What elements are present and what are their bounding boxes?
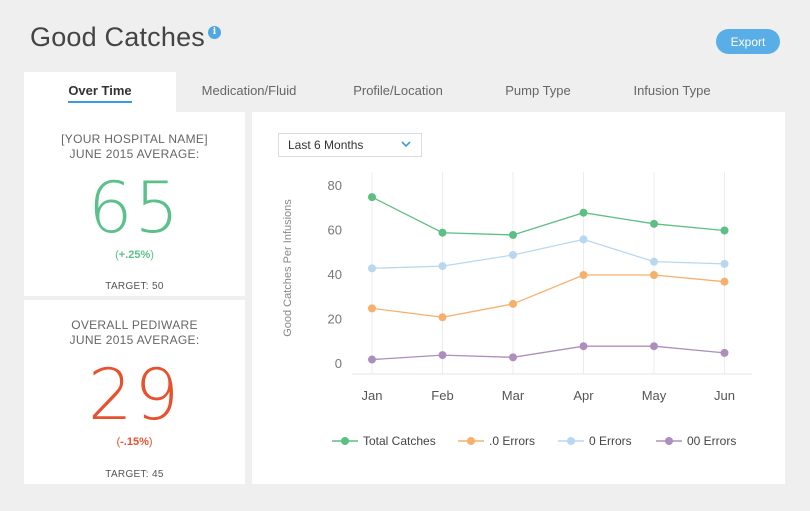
tab-label: Over Time — [68, 83, 132, 103]
hospital-target: TARGET: 50 — [105, 281, 164, 292]
hospital-average-card: [YOUR HOSPITAL NAME] JUNE 2015 AVERAGE: … — [24, 112, 245, 296]
series-line — [371, 345, 725, 361]
data-point — [720, 348, 729, 357]
time-range-value: Last 6 Months — [288, 138, 364, 152]
y-tick-label: 40 — [328, 267, 342, 282]
data-point — [438, 262, 447, 271]
export-button[interactable]: Export — [716, 29, 780, 54]
y-tick-label: 0 — [335, 356, 342, 371]
tab-label: Medication/Fluid — [201, 83, 297, 98]
legend-swatch-dot — [665, 437, 673, 445]
data-point — [720, 226, 729, 235]
chart-card: Last 6 Months 0 20 40 60 80 Jan Feb Mar Apr May Ju… — [252, 112, 785, 484]
legend-label: Total Catches — [363, 434, 436, 448]
info-icon[interactable]: i — [208, 26, 221, 39]
data-point — [368, 355, 376, 364]
overall-target: TARGET: 45 — [105, 469, 164, 480]
data-point — [579, 271, 588, 279]
legend-label: .0 Errors — [489, 434, 535, 448]
tab-bar: Over Time Medication/Fluid Profile/Locat… — [24, 72, 781, 112]
tab-profile-location[interactable]: Profile/Location — [322, 72, 474, 112]
data-point — [509, 353, 517, 362]
tab-label: Pump Type — [505, 83, 571, 98]
data-point — [650, 342, 658, 351]
data-point — [650, 257, 658, 266]
legend-swatch-dot — [567, 437, 575, 445]
line-chart: 0 20 40 60 80 Jan Feb Mar Apr May Jun Good Catches … — [282, 172, 752, 448]
overall-average-value: 29 — [87, 354, 182, 436]
data-point — [650, 271, 658, 279]
series-line — [371, 196, 725, 236]
series-line — [371, 274, 725, 318]
x-tick-label: Jan — [362, 388, 383, 403]
tab-label: Profile/Location — [353, 83, 443, 98]
data-point — [509, 250, 517, 259]
x-tick-label: Feb — [431, 388, 453, 403]
tab-medication-fluid[interactable]: Medication/Fluid — [176, 72, 322, 112]
chevron-down-icon — [401, 141, 411, 148]
x-tick-label: May — [642, 388, 667, 403]
x-tick-label: Jun — [714, 388, 735, 403]
data-point — [579, 342, 588, 351]
data-point — [650, 219, 658, 228]
overall-average-card: OVERALL PEDIWARE JUNE 2015 AVERAGE: 29 (… — [24, 300, 245, 484]
y-tick-label: 80 — [328, 178, 342, 193]
data-point — [438, 351, 447, 360]
legend-swatch-dot — [467, 437, 475, 445]
page-title: Good Catches — [30, 22, 205, 52]
data-point — [509, 299, 517, 308]
tab-over-time[interactable]: Over Time — [24, 72, 176, 112]
stat-header: [YOUR HOSPITAL NAME] JUNE 2015 AVERAGE: — [24, 132, 245, 162]
legend-label: 0 Errors — [589, 434, 632, 448]
y-tick-label: 60 — [328, 223, 342, 238]
data-point — [720, 259, 729, 268]
data-point — [368, 304, 376, 313]
data-point — [720, 277, 729, 286]
stat-header-line1: [YOUR HOSPITAL NAME] — [61, 132, 208, 146]
overall-change-value: -.15% — [120, 436, 149, 448]
overall-change: (-.15%) — [116, 436, 153, 448]
stat-header: OVERALL PEDIWARE JUNE 2015 AVERAGE: — [24, 318, 245, 348]
data-point — [438, 228, 447, 237]
data-point — [579, 235, 588, 244]
hospital-average-value: 65 — [87, 167, 182, 249]
y-axis-label: Good Catches Per Infusions — [282, 199, 294, 337]
stat-header-line2: JUNE 2015 AVERAGE: — [69, 333, 200, 347]
stat-header-line1: OVERALL PEDIWARE — [71, 318, 198, 332]
tab-infusion-type[interactable]: Infusion Type — [602, 72, 742, 112]
time-range-dropdown[interactable]: Last 6 Months — [278, 133, 422, 157]
tab-label: Infusion Type — [633, 83, 711, 98]
data-point — [579, 208, 588, 217]
legend-label: 00 Errors — [687, 434, 736, 448]
data-point — [509, 230, 517, 239]
x-tick-label: Mar — [502, 388, 525, 403]
series-line — [371, 238, 725, 269]
data-point — [368, 264, 376, 273]
legend-swatch-dot — [341, 437, 349, 445]
stat-header-line2: JUNE 2015 AVERAGE: — [69, 147, 200, 161]
hospital-change: (+.25%) — [115, 249, 154, 261]
hospital-change-value: +.25% — [118, 249, 151, 261]
data-point — [438, 313, 447, 322]
data-point — [368, 193, 376, 202]
x-tick-label: Apr — [573, 388, 594, 403]
y-tick-label: 20 — [328, 312, 342, 327]
tab-pump-type[interactable]: Pump Type — [474, 72, 602, 112]
